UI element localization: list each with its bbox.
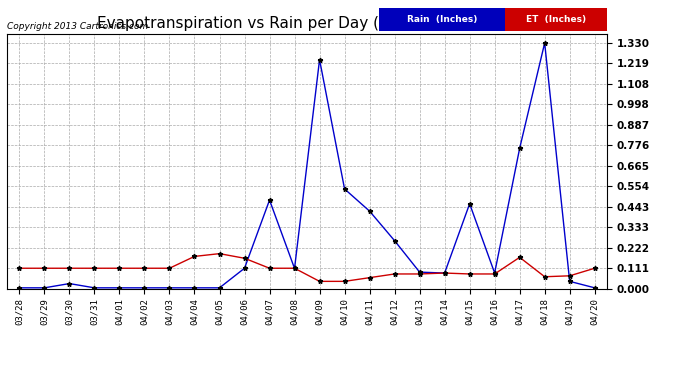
FancyBboxPatch shape (505, 8, 607, 31)
FancyBboxPatch shape (379, 8, 505, 31)
Text: ET  (Inches): ET (Inches) (526, 15, 586, 24)
Title: Evapotranspiration vs Rain per Day (Inches) 20130421: Evapotranspiration vs Rain per Day (Inch… (97, 16, 517, 31)
Text: Copyright 2013 Cartronics.com: Copyright 2013 Cartronics.com (7, 22, 148, 31)
Text: Rain  (Inches): Rain (Inches) (407, 15, 477, 24)
